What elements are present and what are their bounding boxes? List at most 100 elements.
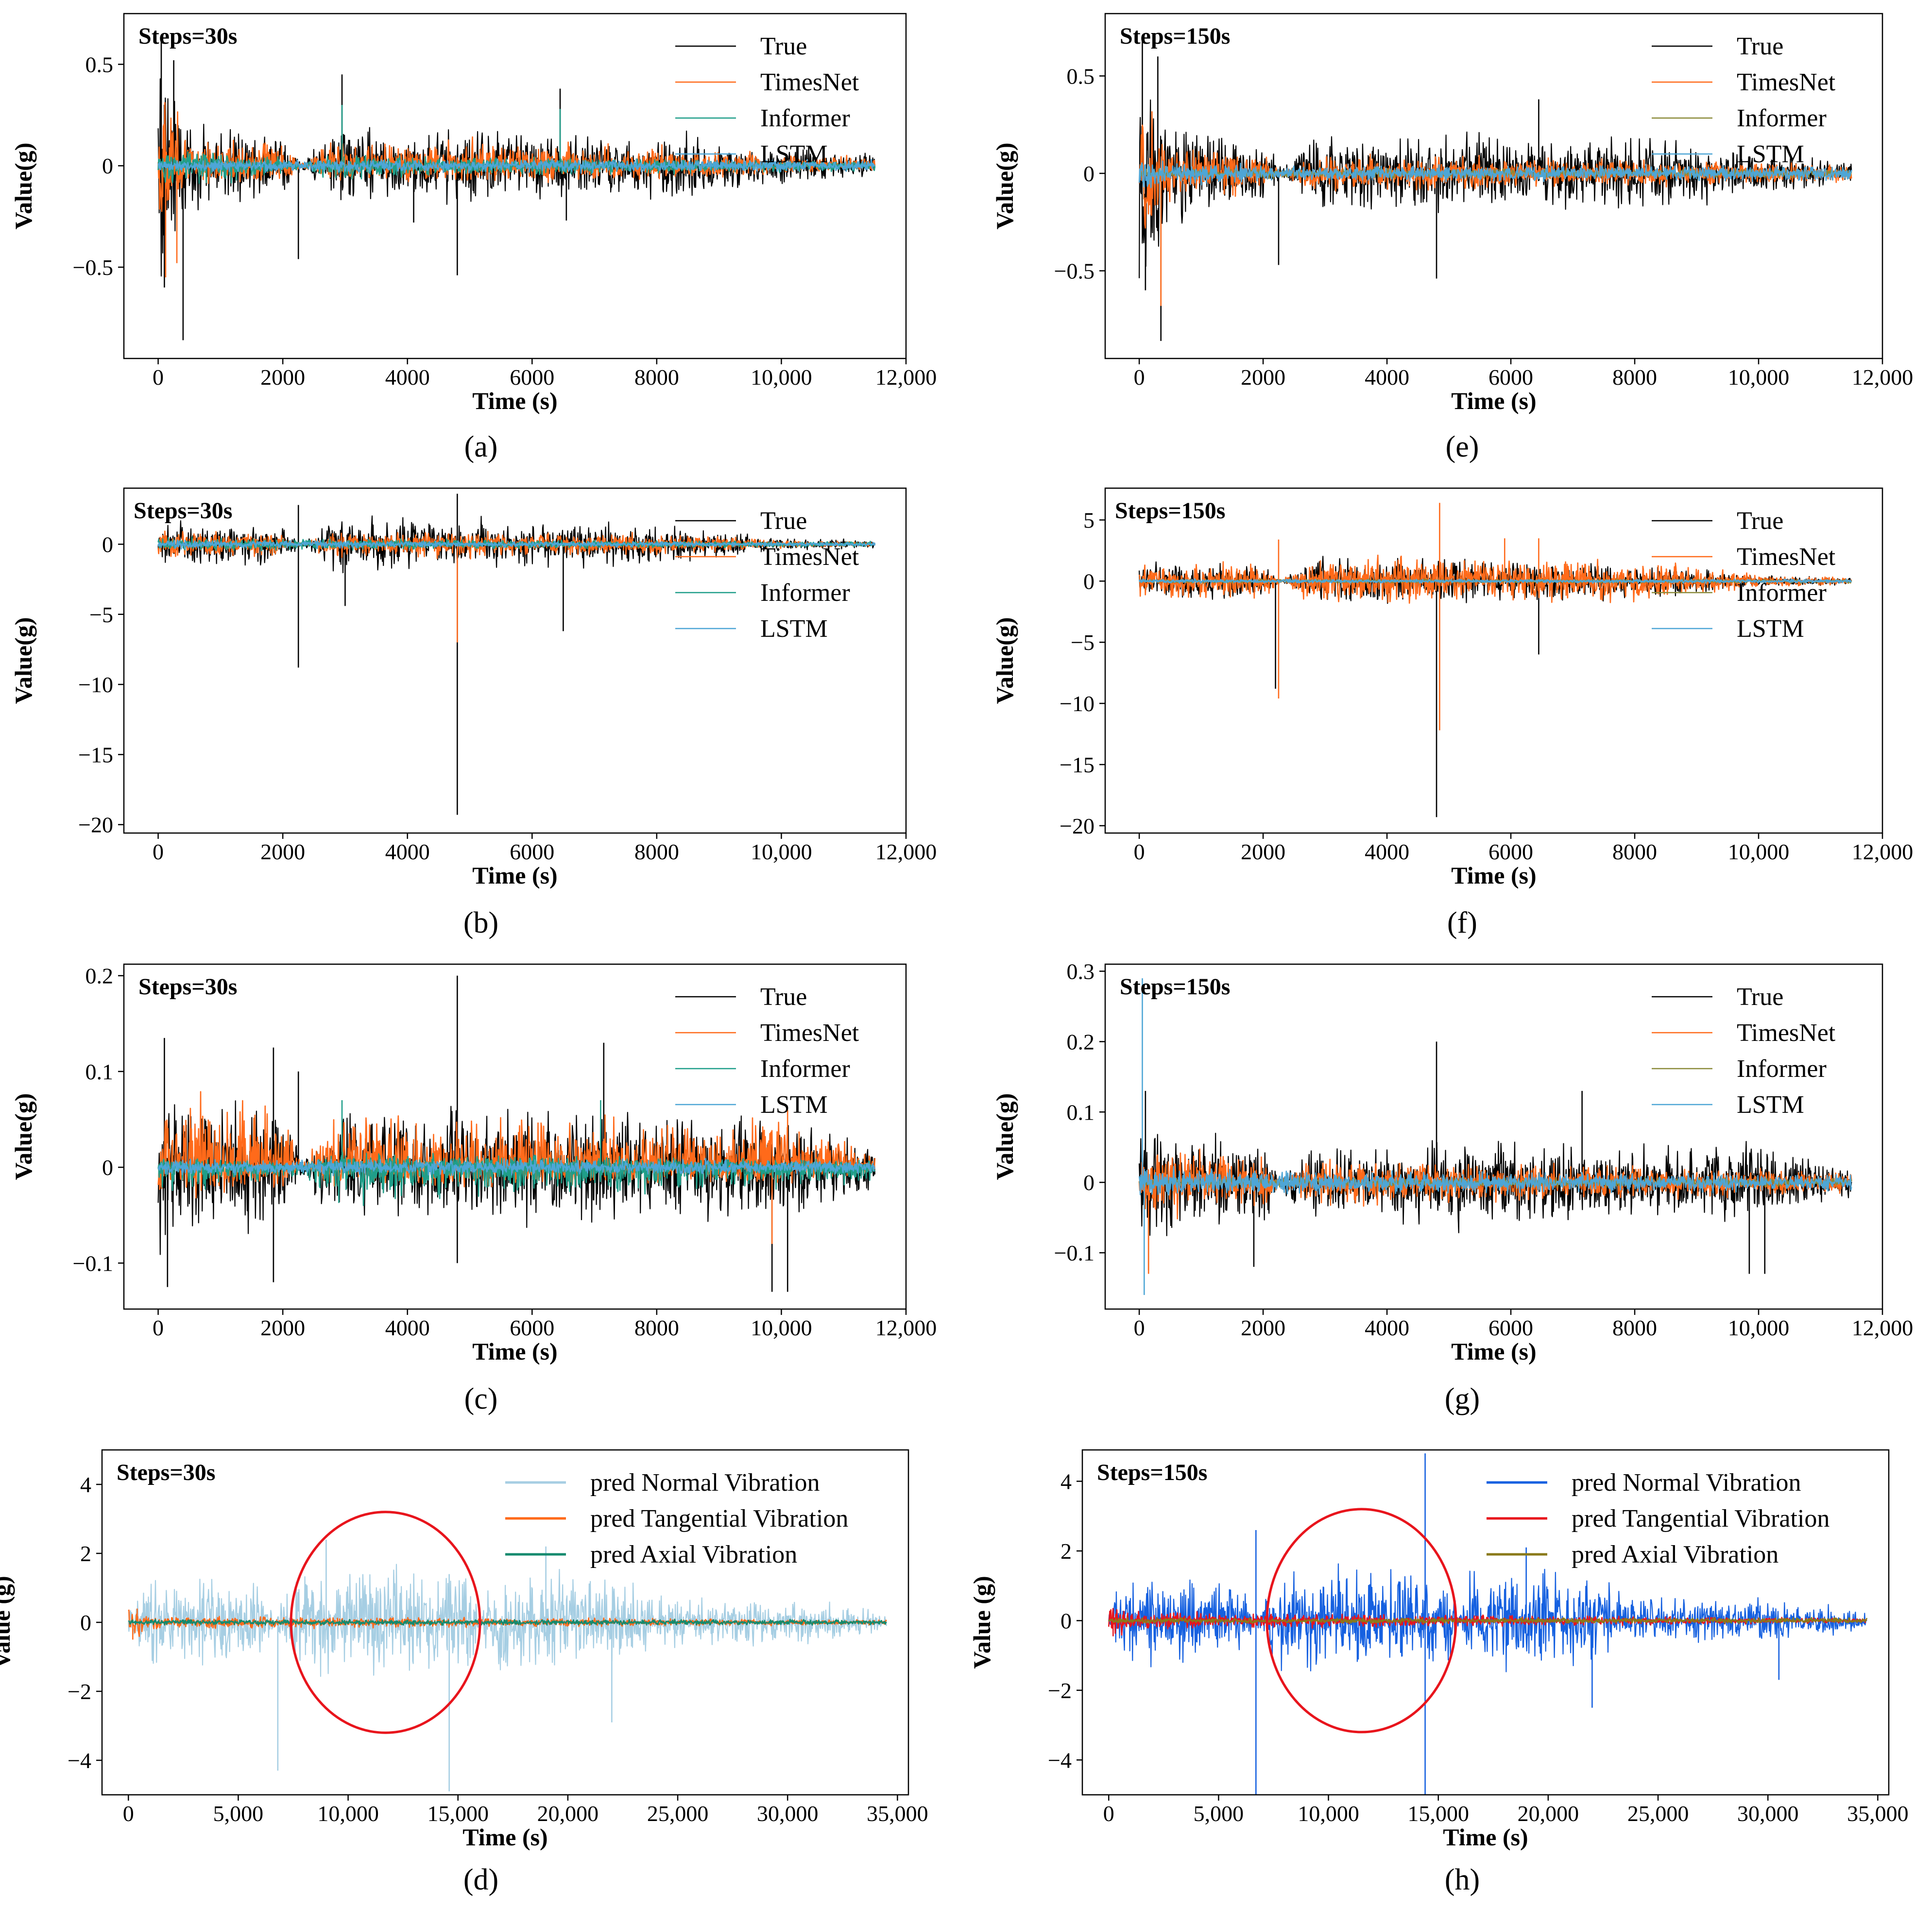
legend-label-timesnet-c: TimesNet: [760, 1019, 859, 1047]
x-tick-label-b-0: 0: [153, 839, 164, 864]
legend-label-true-g: True: [1737, 983, 1783, 1011]
caption-g: (g): [1445, 1382, 1480, 1415]
y-tick-label-f-5: 5: [1083, 508, 1094, 532]
x-tick-label-e-0: 0: [1134, 365, 1145, 390]
legend-label-informer-b: Informer: [760, 579, 850, 607]
panel-g: 0 2000 4000 6000 8000 10,000 12,000 −0.1 0 0.1 0.2…: [991, 959, 1913, 1415]
legend-label-informer-c: Informer: [760, 1055, 850, 1083]
x-tick-label-d-7: 35,000: [867, 1801, 928, 1826]
y-axis-label-e: Value(g): [991, 143, 1018, 230]
x-tick-label-a-6: 12,000: [875, 365, 937, 390]
steps-label-h: Steps=150s: [1097, 1460, 1207, 1485]
x-tick-label-a-3: 6000: [510, 365, 554, 390]
x-axis-label-c: Time (s): [472, 1338, 557, 1365]
x-tick-label-h-0: 0: [1103, 1801, 1114, 1826]
x-tick-label-b-2: 4000: [385, 839, 430, 864]
y-tick-label-d-3: 2: [80, 1541, 91, 1566]
legend-label-pred-normal-vibration-h: pred Normal Vibration: [1572, 1469, 1801, 1497]
series-pred-axial-vibration-d: [128, 1618, 887, 1626]
y-tick-label-e-0: −0.5: [1054, 258, 1094, 283]
y-tick-label-c-0: −0.1: [73, 1251, 113, 1276]
series-true-c: [157, 1100, 875, 1255]
y-tick-label-h-1: −2: [1048, 1678, 1072, 1703]
y-tick-label-a-1: 0: [102, 153, 113, 178]
y-tick-label-g-2: 0.1: [1067, 1100, 1095, 1124]
caption-c: (c): [464, 1382, 498, 1415]
axes-frame-e: [1104, 13, 1883, 359]
y-tick-label-h-0: −4: [1048, 1748, 1072, 1772]
steps-label-f: Steps=150s: [1115, 498, 1225, 524]
series-lstm-e: [1138, 160, 1852, 188]
y-tick-label-h-2: 0: [1060, 1608, 1072, 1633]
x-tick-label-g-6: 12,000: [1852, 1315, 1914, 1340]
axes-frame-a: [123, 13, 907, 359]
x-tick-label-b-6: 12,000: [875, 839, 937, 864]
steps-label-g: Steps=150s: [1120, 974, 1230, 1000]
x-tick-label-f-1: 2000: [1241, 839, 1285, 864]
y-tick-label-g-3: 0.2: [1067, 1029, 1095, 1054]
x-tick-label-h-4: 20,000: [1518, 1801, 1579, 1826]
x-tick-label-e-3: 6000: [1488, 365, 1533, 390]
series-lstm-g: [1138, 1166, 1852, 1196]
plot-area-b: [157, 494, 876, 815]
plot-area-e: [1138, 41, 1852, 341]
x-tick-label-d-0: 0: [123, 1801, 134, 1826]
series-timesnet-a: [157, 102, 876, 212]
x-tick-label-f-0: 0: [1134, 839, 1145, 864]
x-tick-label-f-3: 6000: [1488, 839, 1533, 864]
legend-label-informer-a: Informer: [760, 104, 850, 132]
panel-b: 0 2000 4000 6000 8000 10,000 12,000 −20 −15 −10 −5…: [10, 487, 937, 939]
axes-frame-c: [123, 963, 907, 1310]
x-tick-label-h-5: 25,000: [1627, 1801, 1689, 1826]
panel-e: 0 2000 4000 6000 8000 10,000 12,000 −0.5 0 0.5 Tim…: [991, 13, 1914, 463]
legend-label-timesnet-e: TimesNet: [1737, 68, 1836, 96]
legend-label-informer-f: Informer: [1737, 579, 1827, 607]
x-tick-label-f-4: 8000: [1612, 839, 1657, 864]
legend-label-timesnet-f: TimesNet: [1737, 543, 1836, 571]
series-pred-axial-vibration-h: [1108, 1617, 1868, 1624]
steps-label-e: Steps=150s: [1120, 23, 1230, 49]
x-tick-label-g-1: 2000: [1241, 1315, 1285, 1340]
legend-label-lstm-f: LSTM: [1737, 615, 1804, 643]
x-tick-label-c-2: 4000: [385, 1315, 430, 1340]
caption-e: (e): [1446, 430, 1479, 463]
caption-b: (b): [463, 906, 498, 939]
x-tick-label-c-0: 0: [153, 1315, 164, 1340]
steps-label-b: Steps=30s: [134, 498, 232, 524]
x-tick-label-e-6: 12,000: [1852, 365, 1914, 390]
x-tick-label-f-6: 12,000: [1852, 839, 1914, 864]
y-tick-label-d-2: 0: [80, 1610, 91, 1635]
x-tick-label-a-0: 0: [153, 365, 164, 390]
panel-d: 0 5,000 10,000 15,000 20,000 25,000 30,000 35,0…: [0, 1449, 928, 1896]
x-tick-label-e-4: 8000: [1612, 365, 1657, 390]
x-tick-label-e-2: 4000: [1365, 365, 1409, 390]
legend-label-lstm-c: LSTM: [760, 1091, 828, 1119]
x-axis-label-g: Time (s): [1451, 1338, 1536, 1365]
y-tick-label-d-4: 4: [80, 1472, 91, 1497]
panel-c: 0 2000 4000 6000 8000 10,000 12,000 −0.1 0 0.1 0.2…: [10, 964, 937, 1415]
x-axis-label-e: Time (s): [1451, 387, 1536, 414]
legend-label-pred-tangential-vibration-d: pred Tangential Vibration: [590, 1505, 848, 1532]
legend-label-true-e: True: [1737, 33, 1783, 60]
series-lstm-b: [157, 539, 876, 550]
y-axis-label-b: Value(g): [10, 617, 37, 704]
plot-area-d: [128, 1539, 887, 1791]
y-axis-label-c: Value(g): [10, 1093, 37, 1180]
legend-label-timesnet-b: TimesNet: [760, 543, 859, 571]
y-tick-label-a-0: −0.5: [73, 255, 113, 280]
legend-label-pred-axial-vibration-d: pred Axial Vibration: [590, 1541, 797, 1568]
x-tick-label-a-4: 8000: [634, 365, 679, 390]
axes-frame-b: [123, 487, 907, 834]
legend-label-true-f: True: [1737, 507, 1783, 535]
x-tick-label-h-2: 10,000: [1298, 1801, 1359, 1826]
x-axis-label-h: Time (s): [1443, 1823, 1528, 1851]
y-tick-label-e-1: 0: [1083, 161, 1094, 186]
x-tick-label-d-2: 10,000: [317, 1801, 379, 1826]
y-tick-label-g-4: 0.3: [1067, 959, 1095, 984]
panel-a: 0 2000 4000 6000 8000 10,000 12,000 −0.5 0 0.5 Tim…: [10, 13, 937, 463]
series-lstm-a: [157, 158, 875, 174]
y-axis-label-f: Value(g): [991, 617, 1018, 704]
x-tick-label-c-5: 10,000: [751, 1315, 812, 1340]
y-tick-label-e-2: 0.5: [1067, 64, 1095, 88]
